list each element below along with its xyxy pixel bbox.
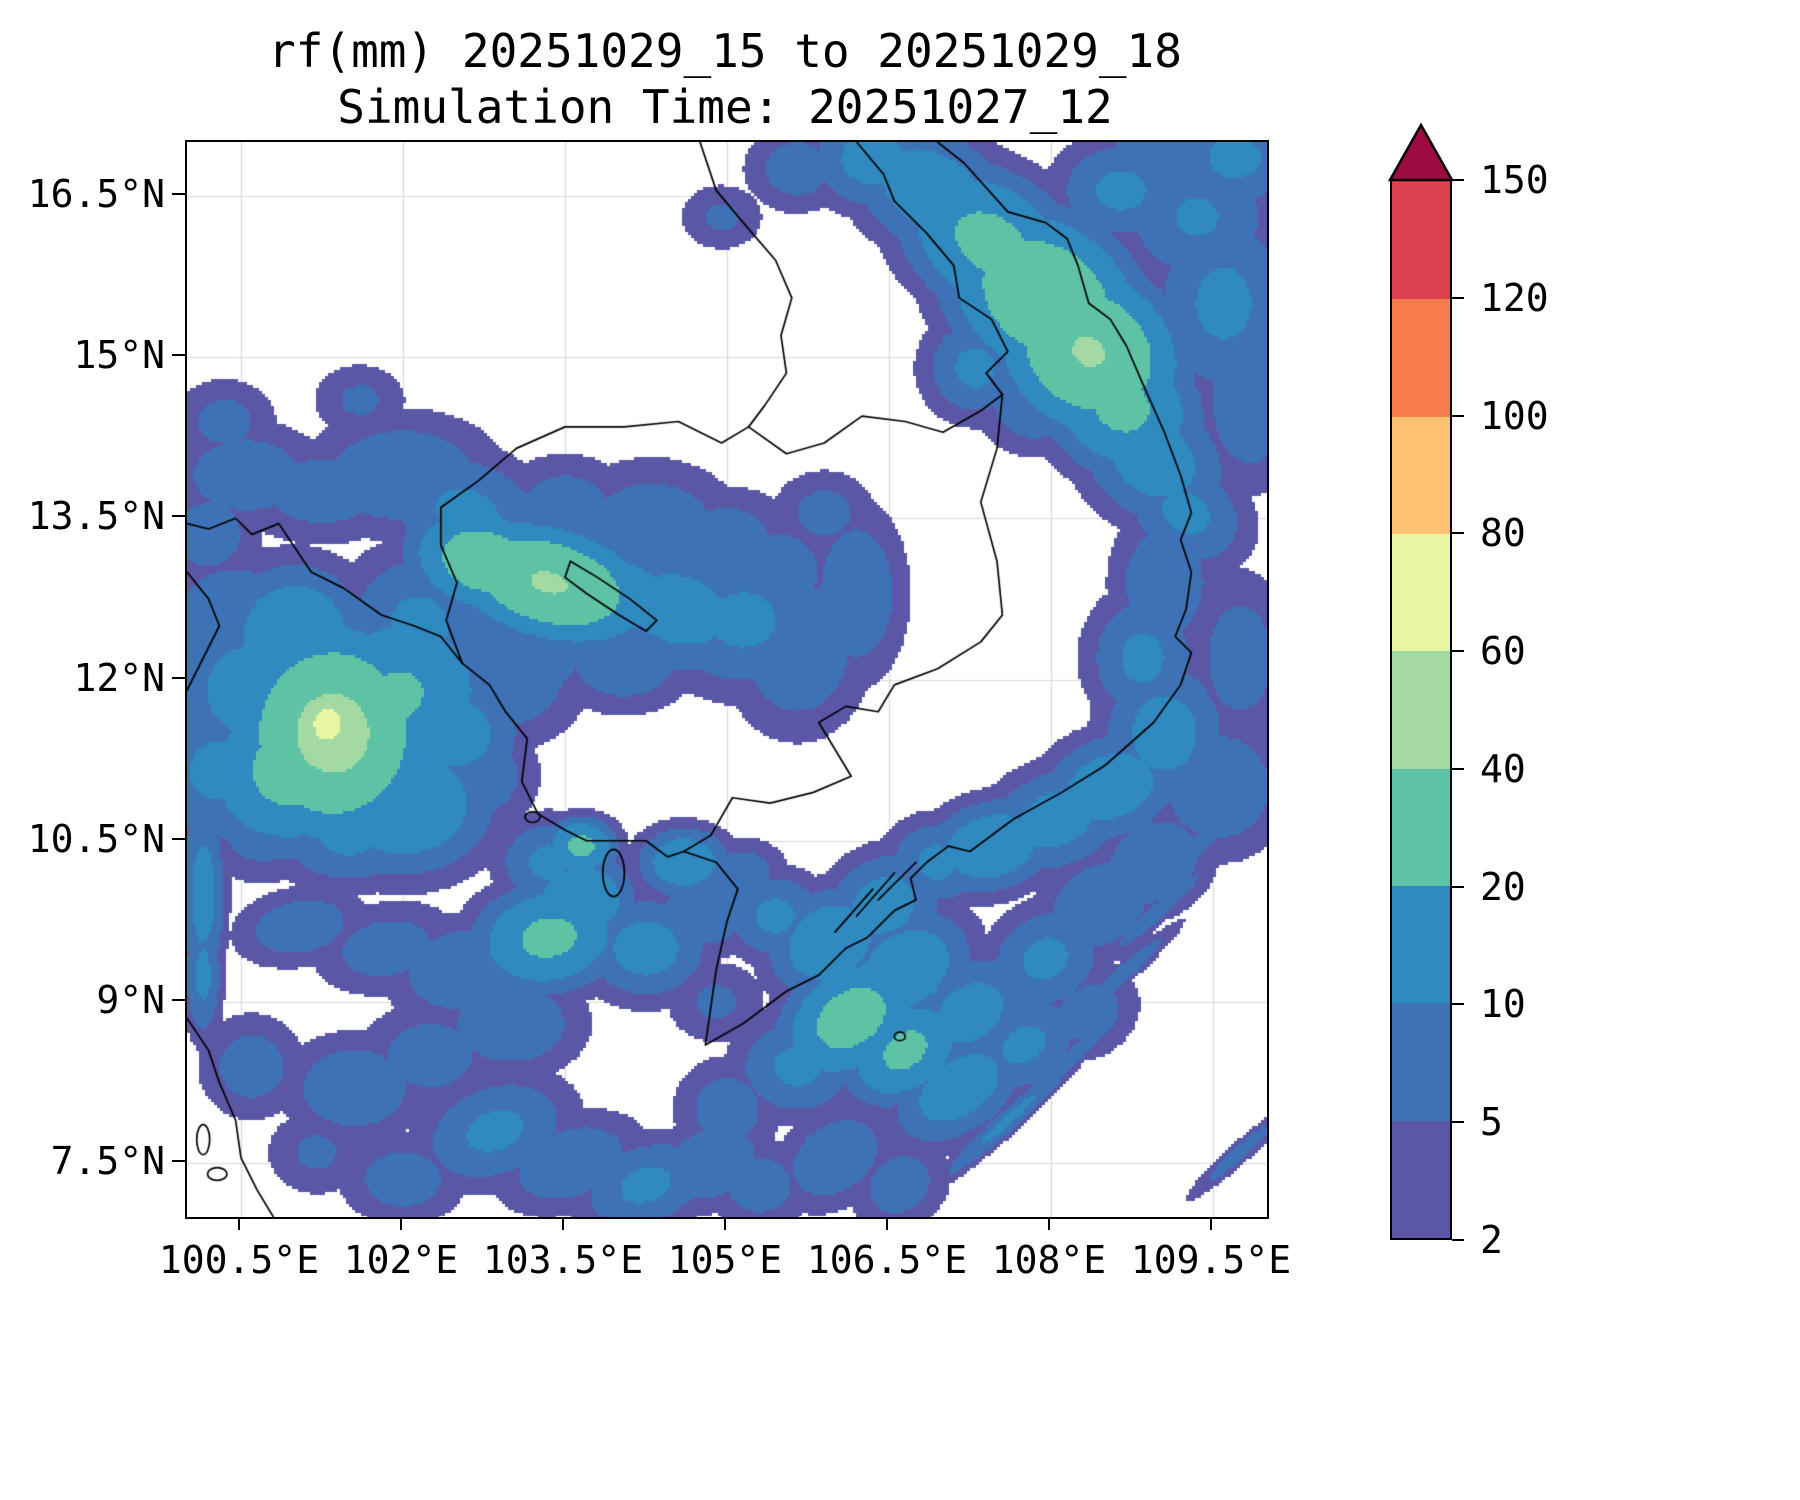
x-tick-mark bbox=[562, 1217, 564, 1230]
x-tick-label: 108°E bbox=[991, 1238, 1107, 1282]
x-tick-label: 105°E bbox=[667, 1238, 783, 1282]
y-tick-label: 7.5°N bbox=[50, 1139, 165, 1184]
colorbar-tick-label: 2 bbox=[1480, 1218, 1503, 1262]
colorbar-tick-label: 60 bbox=[1480, 629, 1526, 674]
colorbar-segment bbox=[1392, 1002, 1450, 1121]
colorbar-tick-label: 150 bbox=[1480, 158, 1549, 202]
colorbar-frame bbox=[1390, 180, 1452, 1240]
colorbar-tick-label: 10 bbox=[1480, 982, 1526, 1027]
colorbar-tick-mark bbox=[1452, 1121, 1464, 1124]
y-tick-label: 16.5°N bbox=[27, 171, 165, 216]
y-tick-mark bbox=[172, 837, 185, 840]
y-tick-label: 12°N bbox=[73, 655, 165, 700]
colorbar-tick-mark bbox=[1452, 650, 1464, 653]
colorbar-over-arrow-icon bbox=[1388, 122, 1454, 182]
colorbar-tick-mark bbox=[1452, 1239, 1464, 1241]
colorbar-segment bbox=[1392, 1120, 1450, 1238]
colorbar-segment bbox=[1392, 181, 1450, 300]
y-tick-mark bbox=[172, 676, 185, 679]
y-tick-mark bbox=[172, 354, 185, 356]
x-tick-mark bbox=[1048, 1217, 1050, 1230]
x-tick-mark bbox=[1210, 1217, 1212, 1230]
colorbar-tick-mark bbox=[1452, 767, 1464, 770]
y-tick-mark bbox=[172, 515, 185, 518]
colorbar-tick-mark bbox=[1452, 1003, 1464, 1006]
colorbar-tick-mark bbox=[1452, 885, 1464, 888]
colorbar-segment bbox=[1392, 885, 1450, 1004]
colorbar-segment bbox=[1392, 298, 1450, 417]
colorbar-segment bbox=[1392, 650, 1450, 769]
colorbar-tick-mark bbox=[1452, 296, 1464, 299]
x-tick-label: 103.5°E bbox=[482, 1238, 644, 1282]
x-tick-label: 102°E bbox=[343, 1238, 459, 1282]
y-tick-label: 9°N bbox=[96, 978, 165, 1022]
x-tick-label: 109.5°E bbox=[1130, 1238, 1292, 1282]
colorbar-tick-mark bbox=[1452, 532, 1464, 535]
colorbar-segment bbox=[1392, 533, 1450, 652]
y-tick-label: 10.5°N bbox=[27, 816, 165, 861]
plot-title: rf(mm) 20251029_15 to 20251029_18 bbox=[268, 24, 1182, 78]
x-tick-label: 100.5°E bbox=[158, 1238, 320, 1282]
colorbar-tick-label: 20 bbox=[1480, 864, 1526, 909]
colorbar-tick-mark bbox=[1452, 414, 1464, 417]
colorbar-tick-label: 120 bbox=[1480, 275, 1549, 320]
rainfall-map-canvas bbox=[187, 142, 1267, 1217]
x-tick-mark bbox=[400, 1217, 402, 1230]
map-plot-area bbox=[185, 140, 1269, 1219]
colorbar-tick-label: 40 bbox=[1480, 746, 1526, 791]
x-tick-mark bbox=[886, 1217, 888, 1230]
y-tick-mark bbox=[172, 192, 185, 195]
colorbar-segment bbox=[1392, 768, 1450, 886]
y-tick-label: 13.5°N bbox=[27, 494, 165, 539]
y-tick-mark bbox=[172, 1160, 185, 1163]
x-tick-mark bbox=[238, 1217, 240, 1230]
colorbar-tick-mark bbox=[1452, 179, 1464, 181]
x-tick-label: 106.5°E bbox=[806, 1238, 968, 1282]
y-tick-label: 15°N bbox=[73, 333, 165, 377]
x-tick-mark bbox=[724, 1217, 726, 1230]
colorbar-tick-label: 5 bbox=[1480, 1100, 1503, 1145]
colorbar-tick-label: 100 bbox=[1480, 393, 1549, 438]
colorbar-segment bbox=[1392, 416, 1450, 534]
plot-subtitle: Simulation Time: 20251027_12 bbox=[337, 80, 1113, 134]
y-tick-mark bbox=[172, 999, 185, 1001]
colorbar-tick-label: 80 bbox=[1480, 511, 1526, 556]
